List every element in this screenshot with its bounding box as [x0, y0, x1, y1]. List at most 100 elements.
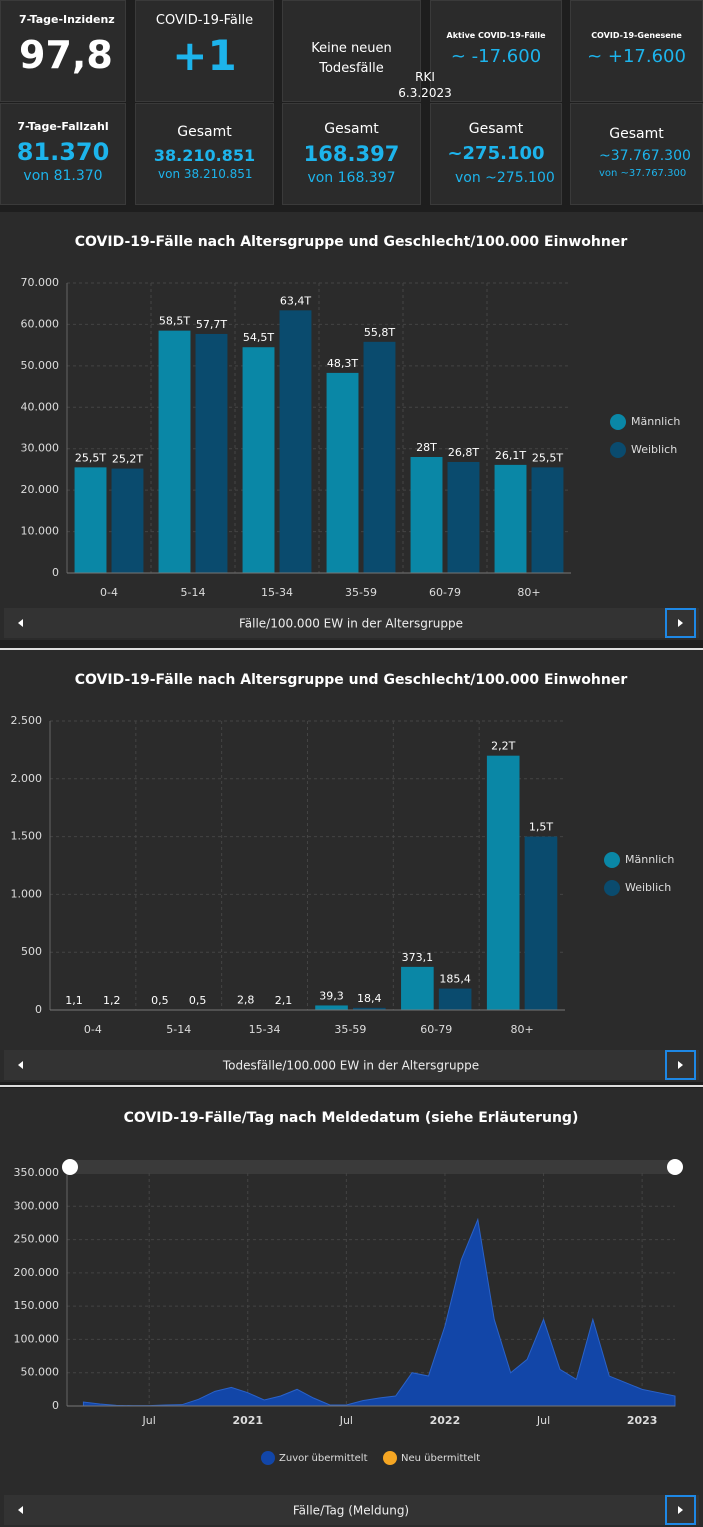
y-tick-label: 500 [21, 945, 42, 958]
tile-text: Keine neuen Todesfälle [311, 41, 392, 76]
bar [111, 468, 144, 573]
tile: COVID-19-Genesene ~ +17.600 [570, 0, 703, 102]
nav-prev[interactable] [18, 1506, 23, 1514]
tile-title: Gesamt [324, 121, 379, 137]
y-tick-label: 0 [52, 566, 59, 579]
bar [531, 467, 564, 573]
y-tick-label: 70.000 [21, 276, 60, 289]
legend-swatch [610, 414, 626, 430]
bar [447, 461, 480, 573]
value-label: 58,5T [159, 315, 190, 328]
y-tick-label: 350.000 [14, 1166, 60, 1179]
x-tick-label: 2021 [232, 1414, 263, 1427]
nav-next-box[interactable] [665, 608, 696, 638]
panel-bg [0, 650, 703, 1082]
slider-handle[interactable] [667, 1159, 683, 1175]
legend-swatch [383, 1451, 397, 1465]
bar [74, 467, 107, 573]
value-label: 39,3 [319, 989, 344, 1002]
chart-panel: COVID-19-Fälle/Tag nach Meldedatum (sieh… [0, 1088, 703, 1527]
tile-title: Gesamt [177, 124, 232, 140]
nav-bar [4, 608, 699, 638]
nav-prev[interactable] [18, 1061, 23, 1069]
chart-panel: COVID-19-Fälle nach Altersgruppe und Ges… [0, 212, 703, 640]
x-tick-label: 2023 [627, 1414, 658, 1427]
value-label: 2,8 [237, 994, 255, 1007]
x-tick-label: 2022 [430, 1414, 461, 1427]
bar [410, 457, 443, 573]
nav-next-box[interactable] [665, 1495, 696, 1525]
tile: COVID-19-Fälle +1 [135, 0, 274, 102]
tile-sub: von ~37.767.300 [599, 168, 687, 179]
legend-label: Neu übermittelt [401, 1453, 480, 1464]
bar [195, 333, 228, 573]
y-tick-label: 250.000 [14, 1233, 60, 1246]
legend-label: Männlich [625, 853, 674, 866]
value-label: 0,5 [189, 994, 207, 1007]
tile: Gesamt ~275.100 von ~275.100 [430, 103, 562, 205]
legend-swatch [261, 1451, 275, 1465]
y-tick-label: 100.000 [14, 1332, 60, 1345]
tile-value: 81.370 [16, 138, 110, 166]
tile-title: Aktive COVID-19-Fälle [446, 31, 546, 40]
value-label: 0,5 [151, 994, 169, 1007]
tile: Gesamt 38.210.851 von 38.210.851 [135, 103, 274, 205]
bar [524, 836, 558, 1010]
bar [242, 347, 275, 573]
tile-value: 38.210.851 [153, 146, 256, 165]
tile-value: +1 [172, 31, 237, 80]
bar [363, 341, 396, 573]
slider-handle[interactable] [62, 1159, 78, 1175]
value-label: 1,2 [103, 994, 121, 1007]
tile-title: Gesamt [609, 126, 664, 142]
nav-next[interactable] [678, 1061, 683, 1069]
x-tick-label: Jul [536, 1414, 550, 1427]
value-label: 48,3T [327, 357, 358, 370]
x-tick-label: 5-14 [166, 1023, 191, 1036]
y-tick-label: 1.000 [11, 887, 43, 900]
value-label: 1,5T [529, 821, 553, 834]
value-label: 2,1 [275, 994, 293, 1007]
bar [279, 310, 312, 573]
nav-next-box[interactable] [665, 1050, 696, 1080]
tile-value: ~ -17.600 [450, 46, 542, 67]
tile-sub: von 38.210.851 [158, 167, 253, 181]
tile: Gesamt ~37.767.300 von ~37.767.300 [570, 103, 703, 205]
chart-title: COVID-19-Fälle nach Altersgruppe und Ges… [75, 672, 628, 688]
value-label: 25,5T [75, 451, 106, 464]
bar [326, 372, 359, 573]
value-label: 57,7T [196, 318, 227, 331]
divider [0, 648, 703, 650]
value-label: 28T [416, 441, 437, 454]
y-tick-label: 20.000 [21, 483, 60, 496]
source: RKI [415, 70, 435, 84]
tile-title: 7-Tage-Fallzahl [17, 120, 109, 133]
x-tick-label: 35-59 [345, 586, 377, 599]
tile: Keine neuen Todesfälle [282, 0, 421, 102]
y-tick-label: 0 [52, 1399, 59, 1412]
x-axis-label: Fälle/100.000 EW in der Altersgruppe [239, 617, 463, 631]
value-label: 185,4 [439, 973, 471, 986]
legend-label: Weiblich [631, 443, 677, 456]
bar [315, 1005, 348, 1010]
bar [352, 1007, 386, 1010]
nav-next[interactable] [678, 619, 683, 627]
value-label: 373,1 [402, 951, 434, 964]
y-tick-label: 1.500 [11, 830, 43, 843]
bar [401, 966, 434, 1010]
x-tick-label: 5-14 [181, 586, 206, 599]
nav-next[interactable] [678, 1506, 683, 1514]
tile-sub: von 81.370 [23, 168, 103, 184]
legend-swatch [604, 852, 620, 868]
area [82, 1217, 676, 1407]
nav-prev[interactable] [18, 619, 23, 627]
x-tick-label: 80+ [517, 586, 540, 599]
x-tick-label: 60-79 [429, 586, 461, 599]
x-tick-label: 15-34 [261, 586, 293, 599]
value-label: 26,1T [495, 449, 526, 462]
bar [158, 330, 191, 573]
divider [0, 1085, 703, 1087]
legend-label: Männlich [631, 415, 680, 428]
value-label: 2,2T [491, 740, 515, 753]
